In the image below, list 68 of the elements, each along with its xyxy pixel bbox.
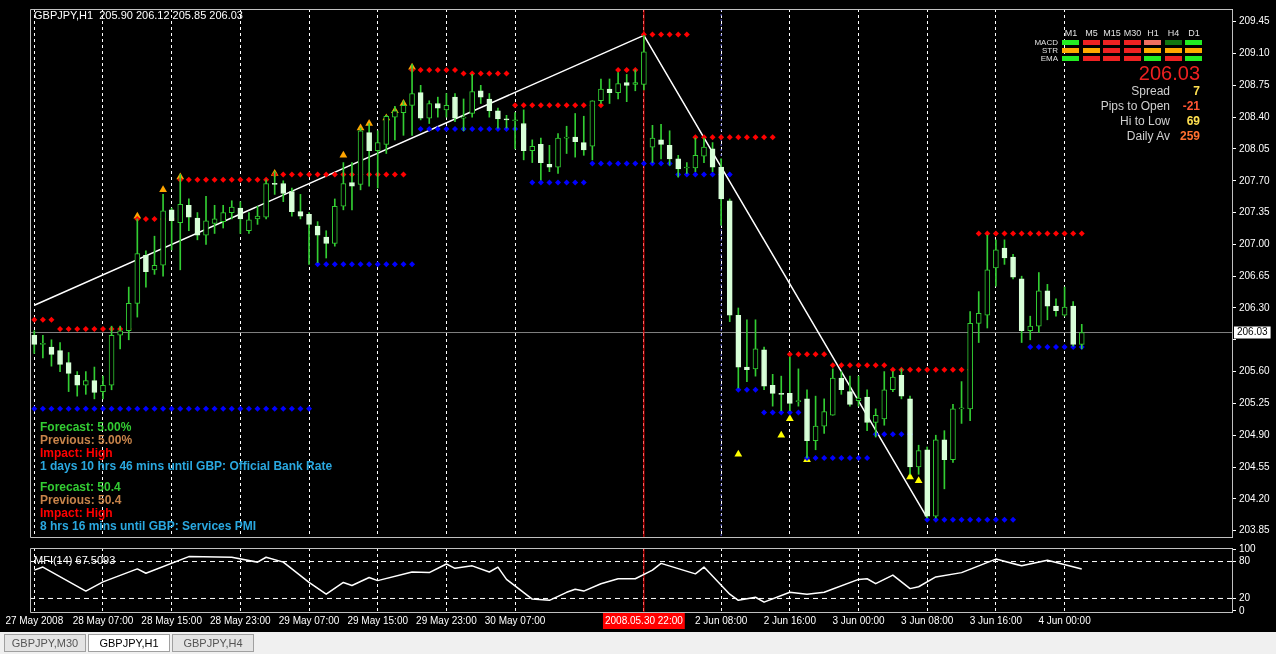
annotation: Pips to Open bbox=[1099, 99, 1170, 113]
text: GBPJPY,M30 bbox=[4, 634, 86, 652]
x-tick-label: 4 Jun 00:00 bbox=[1038, 614, 1092, 626]
x-tick-label: 27 May 2008 bbox=[5, 614, 64, 626]
ref-line-label: 206.03 bbox=[1237, 326, 1269, 338]
annotation: Spread bbox=[1130, 84, 1170, 98]
annotation: 69 bbox=[1185, 114, 1200, 128]
annotation: Previous: 5.00% bbox=[40, 433, 133, 447]
y-tick-label: 203.85 bbox=[1239, 524, 1271, 536]
y-tick-label: 207.35 bbox=[1239, 206, 1271, 218]
x-tick-label: 3 Jun 00:00 bbox=[832, 614, 886, 626]
annotation: 259 bbox=[1178, 129, 1200, 143]
y-tick-label: 208.75 bbox=[1239, 79, 1271, 91]
annotation: Impact: High bbox=[40, 446, 113, 460]
y-tick-label: 209.45 bbox=[1239, 15, 1271, 27]
annotation: 7 bbox=[1192, 84, 1200, 98]
chart-title: GBPJPY,H1 205.90 206.12 205.85 206.03 bbox=[34, 9, 243, 21]
y-tick-label: 80 bbox=[1239, 555, 1251, 567]
y-tick-label: 208.05 bbox=[1239, 142, 1271, 154]
y-tick-label: 206.30 bbox=[1239, 301, 1271, 313]
x-tick-label: 28 May 15:00 bbox=[141, 614, 203, 626]
x-tick-label: 29 May 23:00 bbox=[416, 614, 478, 626]
x-tick-label: 30 May 07:00 bbox=[484, 614, 546, 626]
annotation: M5 bbox=[1084, 28, 1099, 38]
y-tick-label: 206.65 bbox=[1239, 269, 1271, 281]
x-tick-label: 2008.05.30 22:00 bbox=[604, 614, 684, 626]
x-tick-label: 29 May 15:00 bbox=[347, 614, 409, 626]
y-tick-label: 207.70 bbox=[1239, 174, 1271, 186]
annotation: STR bbox=[1041, 46, 1058, 55]
annotation: 206.03 bbox=[1137, 62, 1200, 85]
annotation: M30 bbox=[1123, 28, 1142, 38]
y-tick-label: 204.55 bbox=[1239, 460, 1271, 472]
annotation: MACD bbox=[1033, 38, 1058, 47]
x-tick-label: 3 Jun 16:00 bbox=[969, 614, 1023, 626]
annotation: Impact: High bbox=[40, 506, 113, 520]
annotation: M1 bbox=[1063, 28, 1079, 38]
text: GBPJPY,H1 bbox=[88, 634, 170, 652]
annotation: H1 bbox=[1146, 28, 1160, 38]
annotation: D1 bbox=[1187, 28, 1201, 38]
x-tick-label: 2 Jun 08:00 bbox=[695, 614, 748, 626]
y-tick-label: 205.60 bbox=[1239, 365, 1271, 377]
annotation: M15 bbox=[1103, 28, 1121, 38]
x-tick-label: 28 May 07:00 bbox=[72, 614, 134, 626]
y-tick-label: 0 bbox=[1239, 604, 1245, 616]
annotation: Forecast: 50.4 bbox=[40, 480, 121, 494]
annotation: -21 bbox=[1181, 99, 1200, 113]
annotation: 1 days 10 hrs 46 mins until GBP: Official Bank Rate bbox=[40, 459, 333, 473]
y-tick-label: 207.00 bbox=[1239, 238, 1271, 250]
annotation: Previous: 50.4 bbox=[40, 493, 122, 507]
x-tick-label: 2 Jun 16:00 bbox=[763, 614, 817, 626]
text: GBPJPY,H4 bbox=[172, 634, 254, 652]
annotation: Hi to Low bbox=[1118, 114, 1170, 128]
y-tick-label: 208.40 bbox=[1239, 110, 1271, 122]
text: MFI(14) 67.5093 bbox=[34, 554, 116, 566]
x-tick-label: 3 Jun 08:00 bbox=[901, 614, 954, 626]
y-tick-label: 20 bbox=[1239, 592, 1251, 604]
y-tick-label: 204.20 bbox=[1239, 492, 1271, 504]
y-tick-label: 100 bbox=[1239, 542, 1257, 554]
y-tick-label: 204.90 bbox=[1239, 428, 1271, 440]
annotation: H4 bbox=[1166, 28, 1181, 38]
annotation: Daily Av bbox=[1125, 129, 1170, 143]
x-tick-label: 29 May 07:00 bbox=[278, 614, 340, 626]
annotation: Forecast: 5.00% bbox=[40, 420, 132, 434]
x-tick-label: 28 May 23:00 bbox=[210, 614, 272, 626]
annotation: EMA bbox=[1039, 54, 1058, 63]
y-tick-label: 209.10 bbox=[1239, 47, 1271, 59]
annotation: 8 hrs 16 mins until GBP: Services PMI bbox=[40, 519, 257, 533]
y-tick-label: 205.25 bbox=[1239, 397, 1271, 409]
